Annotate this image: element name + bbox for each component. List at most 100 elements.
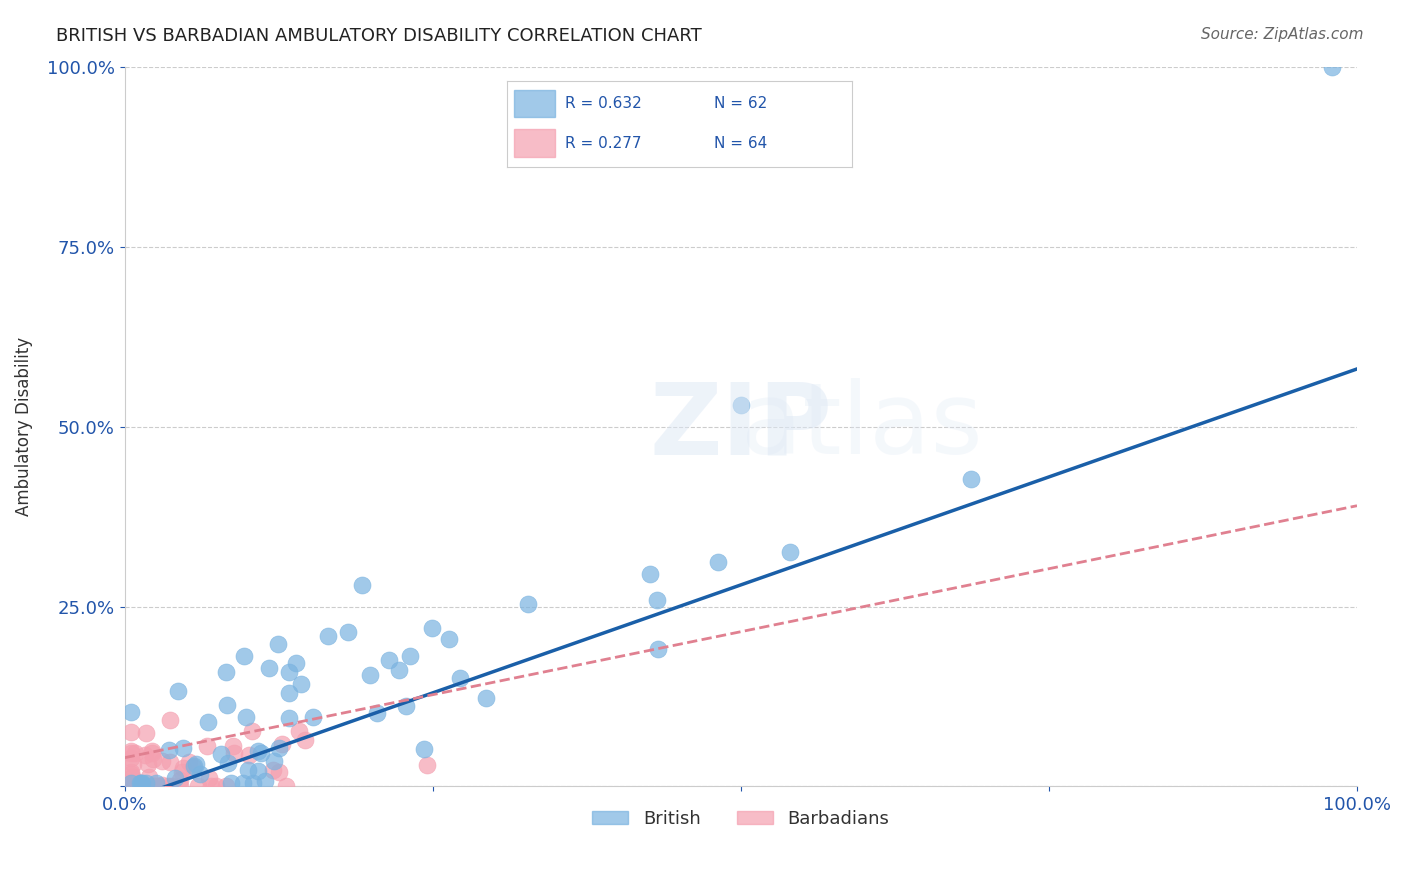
Point xyxy=(647,642,669,657)
Point xyxy=(145,776,167,790)
Point xyxy=(148,780,170,794)
Point xyxy=(388,663,411,677)
Point xyxy=(730,398,752,412)
Point xyxy=(359,668,381,682)
Point xyxy=(141,744,163,758)
Point xyxy=(395,699,418,714)
Point xyxy=(277,711,299,725)
Point xyxy=(352,578,374,592)
Legend: British, Barbadians: British, Barbadians xyxy=(585,803,897,835)
Point xyxy=(122,780,145,794)
Point xyxy=(366,706,388,720)
Point xyxy=(707,555,730,569)
Point xyxy=(439,632,461,646)
Point xyxy=(217,756,239,771)
Point xyxy=(449,671,471,685)
Point xyxy=(316,629,339,643)
Point xyxy=(159,713,181,727)
Point xyxy=(278,686,301,700)
Point xyxy=(183,760,205,774)
Point xyxy=(129,780,152,794)
Point xyxy=(219,776,242,790)
Point xyxy=(197,714,219,729)
Point xyxy=(120,766,142,780)
Point xyxy=(285,656,308,670)
Point xyxy=(157,743,180,757)
Point xyxy=(127,780,149,794)
Point xyxy=(263,754,285,768)
Point xyxy=(517,597,540,611)
Point xyxy=(236,763,259,777)
Point xyxy=(209,747,232,761)
Point xyxy=(141,780,163,794)
Point xyxy=(120,780,142,794)
Point xyxy=(247,744,270,758)
Point xyxy=(134,780,156,794)
Point xyxy=(120,746,142,760)
Point xyxy=(267,741,290,756)
Point xyxy=(124,746,146,760)
Point xyxy=(287,723,309,738)
Point xyxy=(136,757,159,772)
Text: Source: ZipAtlas.com: Source: ZipAtlas.com xyxy=(1201,27,1364,42)
Point xyxy=(269,764,291,779)
Point xyxy=(120,751,142,765)
Point xyxy=(232,776,254,790)
Point xyxy=(1322,60,1344,74)
Point xyxy=(294,733,316,747)
Point xyxy=(779,544,801,558)
Point xyxy=(188,766,211,780)
Point xyxy=(143,780,166,794)
Point xyxy=(142,780,165,794)
Point xyxy=(413,741,436,756)
Point xyxy=(336,625,359,640)
Point xyxy=(120,744,142,758)
Point xyxy=(415,757,437,772)
Point xyxy=(398,648,420,663)
Point xyxy=(120,777,142,791)
Point xyxy=(166,684,188,698)
Point xyxy=(169,780,191,794)
Point xyxy=(238,748,260,763)
Point xyxy=(278,665,301,680)
Point xyxy=(247,764,270,778)
Point xyxy=(141,746,163,760)
Point xyxy=(142,751,165,765)
Point xyxy=(160,780,183,794)
Point xyxy=(475,690,498,705)
Point xyxy=(129,776,152,790)
Point xyxy=(186,756,208,771)
Point xyxy=(290,677,312,691)
Point xyxy=(124,773,146,788)
Point xyxy=(232,648,254,663)
Point xyxy=(250,747,273,761)
Text: ZIP: ZIP xyxy=(650,378,832,475)
Point xyxy=(172,741,194,756)
Point xyxy=(263,763,285,777)
Point xyxy=(121,757,143,772)
Point xyxy=(204,779,226,793)
Point xyxy=(253,774,276,789)
Point xyxy=(215,780,238,794)
Point xyxy=(128,780,150,794)
Point xyxy=(120,705,142,719)
Y-axis label: Ambulatory Disability: Ambulatory Disability xyxy=(15,337,32,516)
Point xyxy=(128,776,150,790)
Point xyxy=(960,472,983,486)
Point xyxy=(131,776,153,790)
Point xyxy=(645,592,668,607)
Point xyxy=(134,780,156,794)
Point xyxy=(235,710,257,724)
Text: atlas: atlas xyxy=(741,378,983,475)
Point xyxy=(146,780,169,794)
Point xyxy=(214,665,236,679)
Point xyxy=(271,737,294,751)
Point xyxy=(135,776,157,790)
Point xyxy=(120,775,142,789)
Text: BRITISH VS BARBADIAN AMBULATORY DISABILITY CORRELATION CHART: BRITISH VS BARBADIAN AMBULATORY DISABILI… xyxy=(56,27,702,45)
Point xyxy=(378,653,401,667)
Point xyxy=(422,621,444,635)
Point xyxy=(257,661,280,675)
Point xyxy=(302,710,325,724)
Point xyxy=(274,780,297,794)
